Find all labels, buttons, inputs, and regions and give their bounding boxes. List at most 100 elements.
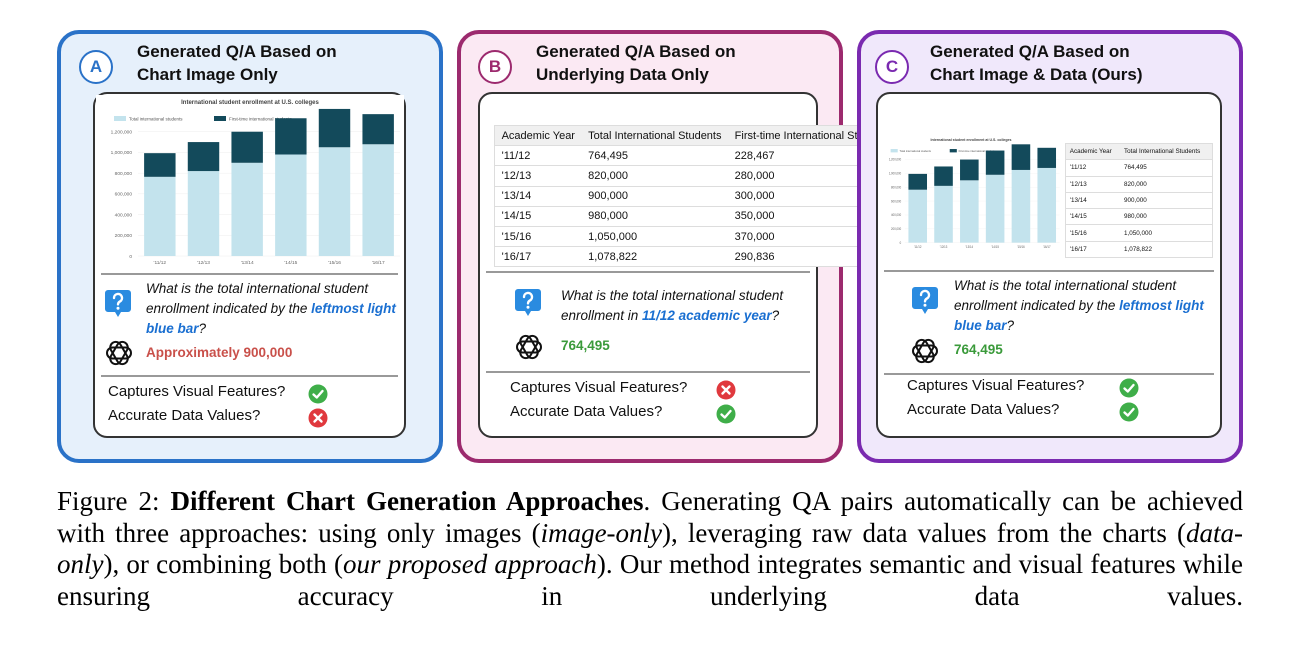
table-cell: 764,495 <box>581 145 729 167</box>
icon-shape <box>915 338 935 364</box>
question-icon <box>105 290 131 317</box>
table-header-cell: First-time International Students <box>728 125 898 147</box>
x-tick-label: '11/12 <box>154 260 167 266</box>
icon-shape <box>1119 402 1139 422</box>
question-part: What is the total international student … <box>146 281 369 316</box>
y-tick-label: 600,000 <box>891 199 902 203</box>
bar-segment <box>908 173 928 190</box>
icon-glyph <box>1123 383 1135 393</box>
panel-title: Generated Q/A Based on <box>930 42 1130 61</box>
bar-segment <box>1037 147 1057 168</box>
caption-part: ). Our method integrates semantic and vi… <box>57 549 1243 612</box>
check-label: Accurate Data Values? <box>907 401 1060 418</box>
x-tick-label: '15/16 <box>1017 245 1025 249</box>
bar-segment <box>231 131 263 163</box>
table-cell: 980,000 <box>1120 208 1213 226</box>
icon-glyph <box>1123 407 1135 417</box>
panel-title: Chart Image & Data (Ours) <box>930 65 1143 84</box>
y-tick-label: 1,200,000 <box>111 130 133 136</box>
table-cell: '13/14 <box>494 186 582 207</box>
check-label: Captures Visual Features? <box>907 377 1085 394</box>
caption-part: Different Chart Generation Approaches <box>170 486 644 516</box>
icon-glyph <box>526 305 530 309</box>
bar-segment <box>934 166 953 186</box>
chart-title: International student enrollment at U.S.… <box>931 138 1012 142</box>
table-cell: 280,000 <box>728 165 898 187</box>
table-cell: 900,000 <box>1120 192 1213 210</box>
table-header-cell: Total International Students <box>581 125 729 147</box>
question-icon <box>515 289 541 316</box>
table-row: '11/12 764,495 228,467 <box>494 145 898 167</box>
icon-glyph <box>313 413 323 423</box>
table-cell: 1,050,000 <box>581 226 729 248</box>
bar-segment <box>362 144 394 256</box>
cross-icon <box>308 408 328 428</box>
table-cell: '14/15 <box>494 206 582 227</box>
bar-segment <box>985 174 1005 243</box>
legend-swatch <box>890 149 898 153</box>
bar-segment <box>1037 167 1057 243</box>
table-row: '14/15 980,000 350,000 <box>494 206 898 227</box>
bar-segment <box>318 108 351 148</box>
table-row: '12/13 820,000 <box>1065 176 1213 193</box>
x-tick-label: '11/12 <box>914 245 922 249</box>
check-label: Accurate Data Values? <box>510 403 663 420</box>
table-header-cell: Academic Year <box>494 125 582 147</box>
y-tick-label: 600,000 <box>115 192 133 198</box>
table-cell: 820,000 <box>1120 176 1213 193</box>
question-part: What is the total international student … <box>954 278 1177 313</box>
question-part: ? <box>1006 318 1015 333</box>
model-icon <box>106 340 132 366</box>
table-cell: 350,000 <box>728 206 898 227</box>
icon-glyph <box>720 409 732 419</box>
bar-segment <box>275 118 307 155</box>
y-tick-label: 200,000 <box>115 233 133 239</box>
table-cell: 980,000 <box>581 206 729 227</box>
bar-segment <box>1011 169 1031 243</box>
chart-title: International student enrollment at U.S.… <box>181 100 319 106</box>
table-row: '15/16 1,050,000 <box>1065 224 1213 242</box>
table-cell: '11/12 <box>494 145 582 167</box>
answer: 764,495 <box>561 338 610 353</box>
check-label: Captures Visual Features? <box>510 379 688 396</box>
bar-segment <box>908 189 928 243</box>
icon-shape <box>1119 378 1139 398</box>
icon-glyph <box>923 303 927 307</box>
legend-label: Total international students <box>900 149 932 153</box>
table-row: '16/17 1,078,822 290,836 <box>494 246 898 268</box>
check-icon <box>1119 378 1139 398</box>
table-cell: 1,078,822 <box>1120 241 1213 259</box>
question: What is the total international student … <box>954 276 1204 336</box>
table-cell: '12/13 <box>494 165 582 187</box>
question-part: What is the total international student … <box>561 288 784 323</box>
x-tick-label: '14/15 <box>991 245 999 249</box>
bar-segment <box>144 176 176 256</box>
table-cell: 1,050,000 <box>1120 224 1213 242</box>
table-header-row: Academic Year Total International Student… <box>1065 143 1213 161</box>
icon-glyph <box>116 306 120 310</box>
x-tick-label: '12/13 <box>197 260 210 266</box>
panel-title: Chart Image Only <box>137 65 278 84</box>
table-cell: '12/13 <box>1065 176 1121 193</box>
panel-title: Generated Q/A Based on <box>137 42 337 61</box>
table-cell: '11/12 <box>1065 159 1121 177</box>
model-icon <box>912 338 938 364</box>
separator <box>884 373 1214 375</box>
panel-letter: C <box>875 50 909 84</box>
table-cell: 1,078,822 <box>581 246 729 268</box>
bar-segment <box>144 153 176 177</box>
question-part: leftmost light blue bar <box>954 298 1204 333</box>
bar-segment <box>187 171 220 256</box>
cross-icon <box>716 380 736 400</box>
icon-shape <box>519 334 539 360</box>
table-cell: 820,000 <box>581 165 729 187</box>
y-tick-label: 400,000 <box>891 213 902 217</box>
bar-segment <box>934 185 953 243</box>
check-icon <box>716 404 736 424</box>
table-row: '11/12 764,495 <box>1065 159 1213 177</box>
x-tick-label: '15/16 <box>328 260 341 266</box>
legend-swatch <box>114 116 126 121</box>
caption-part: . Generating QA pairs automatically can … <box>57 486 1243 548</box>
question-part: leftmost light blue bar <box>146 301 396 336</box>
answer: 764,495 <box>954 342 1003 357</box>
